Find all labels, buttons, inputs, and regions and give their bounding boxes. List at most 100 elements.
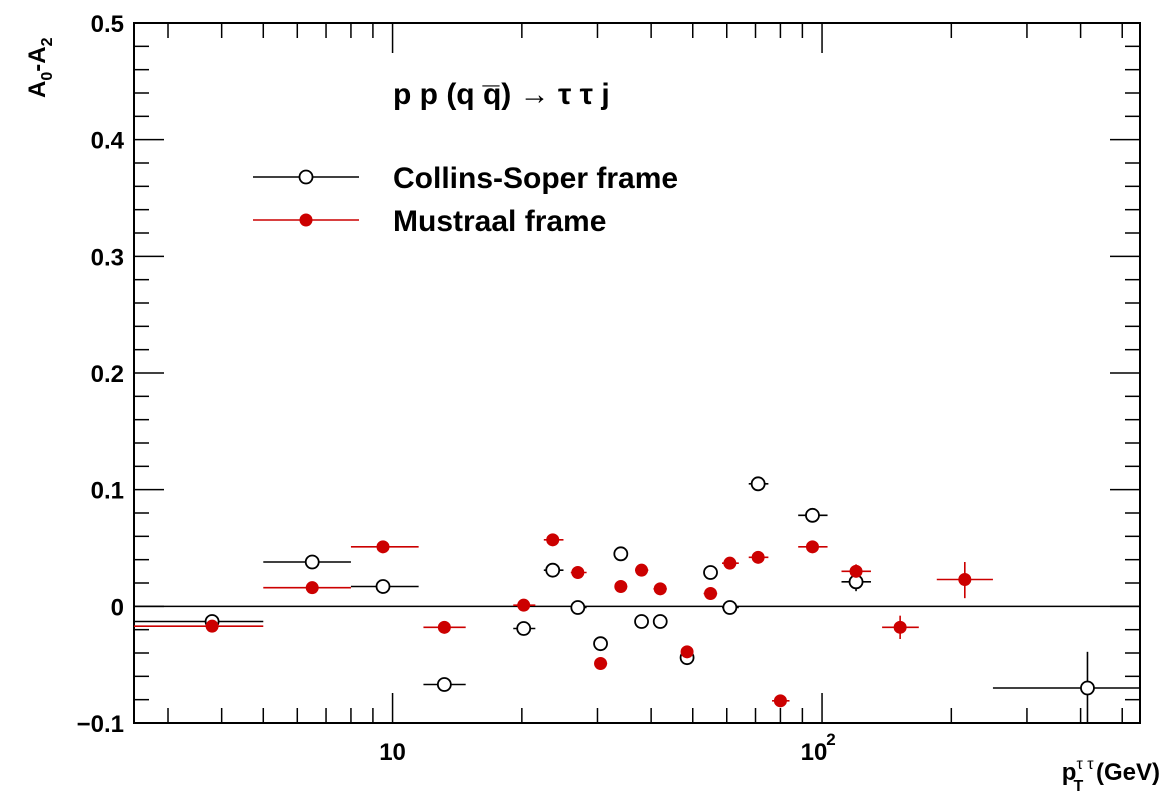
open-circle-marker	[750, 476, 766, 492]
y-tick-label: −0.1	[77, 711, 124, 738]
filled-circle-marker	[571, 566, 585, 579]
legend-entry-mustraal: Mustraal frame	[253, 205, 606, 238]
x-axis-label: pτ τ T (GeV)	[1062, 756, 1160, 795]
data-point	[772, 694, 790, 708]
open-circle-marker	[722, 600, 738, 615]
data-point	[134, 619, 264, 633]
data-point	[570, 566, 587, 579]
data-point	[992, 651, 1140, 723]
data-point	[543, 533, 564, 547]
data-point	[798, 540, 828, 554]
filled-circle-marker	[653, 582, 667, 596]
open-circle-marker	[805, 507, 820, 523]
y-tick-label: 0.4	[91, 128, 125, 155]
filled-circle-marker	[614, 580, 628, 593]
y-label-subscript: 0	[39, 72, 56, 81]
data-point	[748, 550, 769, 564]
data-point	[841, 564, 871, 578]
open-circle-marker	[304, 554, 320, 570]
data-point	[570, 600, 587, 615]
x-tick-exponent: 2	[826, 730, 835, 749]
open-circle-marker	[703, 565, 718, 580]
chart-title: p p (q q̅) → τ τ j	[393, 78, 610, 111]
y-tick-labels: −0.1 0 0.1 0.2 0.3 0.4 0.5	[77, 11, 125, 738]
data-point	[722, 556, 739, 570]
y-axis-label: A0-A2	[24, 37, 56, 98]
y-tick-label: 0.1	[91, 478, 124, 505]
y-tick-label: 0.2	[91, 361, 124, 388]
data-point	[593, 636, 608, 652]
data-point	[350, 540, 419, 554]
open-circle-marker	[593, 636, 608, 652]
open-circle-marker	[436, 677, 452, 692]
x-tick-label: 10	[379, 739, 406, 766]
data-point	[614, 580, 628, 593]
filled-circle-marker	[680, 645, 694, 659]
open-circle-marker	[375, 579, 391, 594]
filled-circle-marker	[517, 598, 531, 612]
open-circle-marker	[516, 621, 532, 636]
filled-circle-marker	[805, 540, 819, 554]
series-collins-soper	[134, 476, 1140, 723]
data-point	[263, 554, 351, 570]
data-point	[652, 614, 668, 629]
filled-circle-marker	[849, 564, 863, 578]
filled-circle-marker	[546, 533, 560, 547]
series-mustraal	[134, 533, 993, 708]
x-label-main: p	[1062, 759, 1077, 786]
data-point	[882, 615, 919, 639]
data-point	[653, 582, 667, 596]
legend-label: Collins-Soper frame	[393, 162, 678, 195]
y-tick-label: 0	[111, 594, 124, 621]
x-label-unit: (GeV)	[1089, 759, 1160, 786]
open-circle-marker	[1080, 680, 1095, 696]
data-point	[423, 620, 466, 634]
filled-circle-marker	[376, 540, 390, 554]
data-point	[634, 614, 649, 629]
open-circle-marker	[545, 562, 561, 578]
data-point	[613, 546, 629, 562]
filled-circle-marker	[437, 620, 451, 634]
filled-circle-marker	[205, 619, 219, 633]
y-label-main: A	[24, 81, 51, 98]
x-tick-labels: 10 102	[379, 730, 836, 766]
filled-circle-marker	[958, 573, 972, 586]
legend: Collins-Soper frame Mustraal frame	[253, 162, 678, 238]
data-point	[543, 562, 564, 578]
filled-circle-marker	[723, 556, 737, 570]
filled-circle-marker	[635, 563, 649, 577]
data-point	[798, 507, 828, 523]
data-points	[134, 476, 1140, 723]
data-point	[703, 565, 718, 580]
y-label-subscript: 2	[39, 37, 56, 46]
data-point	[748, 476, 769, 492]
open-circle-marker	[652, 614, 668, 629]
open-circle-marker	[613, 546, 629, 562]
data-point	[936, 562, 993, 599]
legend-entry-collins-soper: Collins-Soper frame	[253, 162, 678, 195]
open-circle-marker	[298, 169, 314, 185]
data-point	[722, 600, 739, 615]
filled-circle-marker	[773, 694, 787, 708]
filled-circle-marker	[594, 657, 608, 670]
x-label-subscript: T	[1074, 778, 1084, 795]
data-point	[350, 579, 419, 594]
legend-label: Mustraal frame	[393, 205, 606, 238]
filled-circle-marker	[893, 620, 907, 634]
axis-ticks	[134, 22, 1140, 724]
data-point	[423, 677, 466, 692]
data-point	[513, 621, 536, 636]
data-point	[263, 581, 351, 595]
filled-circle-marker	[299, 213, 313, 227]
y-label-main: -A	[24, 46, 51, 71]
data-point	[513, 598, 536, 612]
data-point	[680, 645, 694, 659]
data-point	[635, 563, 649, 577]
filled-circle-marker	[704, 587, 718, 600]
x-tick-label: 10	[801, 739, 828, 766]
data-point	[594, 657, 608, 670]
data-point	[703, 587, 718, 600]
x-label-superscript: τ τ	[1076, 756, 1094, 773]
y-tick-label: 0.5	[91, 11, 124, 38]
